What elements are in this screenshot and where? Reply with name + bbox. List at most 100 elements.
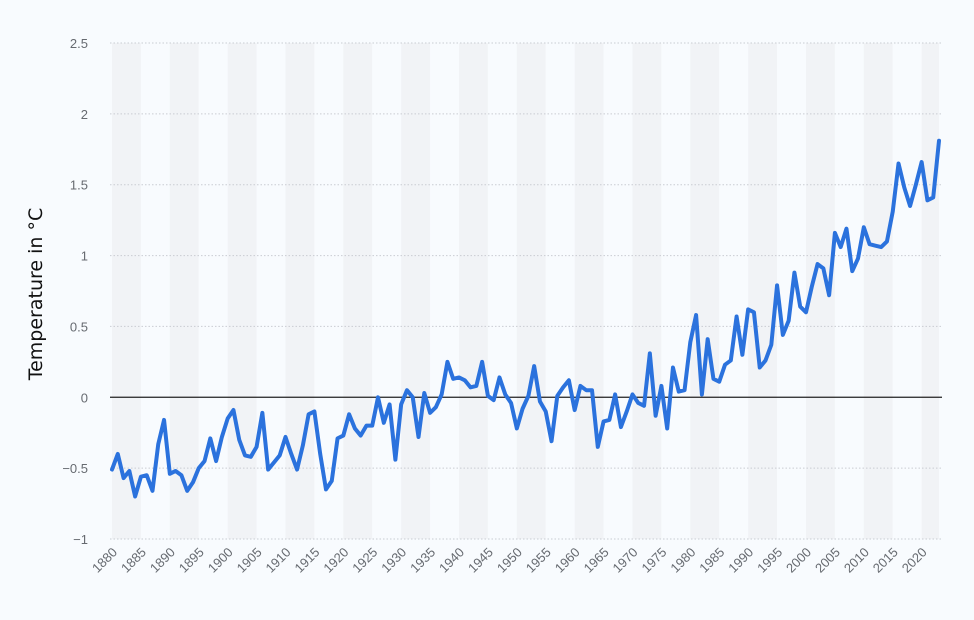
x-tick-label: 1920 — [320, 545, 351, 576]
y-axis-ticks: 2.5 2 1.5 1 0.5 0 −0.5 −1 — [62, 36, 88, 547]
data-point — [740, 353, 744, 357]
data-point — [844, 227, 848, 231]
background-band — [458, 43, 488, 539]
data-point — [474, 384, 478, 388]
background-band — [516, 43, 546, 539]
y-tick-label: 0 — [81, 390, 88, 405]
data-point — [359, 434, 363, 438]
data-point — [469, 385, 473, 389]
x-tick-label: 1925 — [349, 545, 380, 576]
data-point — [602, 419, 606, 423]
data-point — [561, 385, 565, 389]
x-tick-label: 2005 — [812, 545, 843, 576]
data-point — [694, 313, 698, 317]
x-tick-label: 2000 — [783, 545, 814, 576]
data-point — [665, 426, 669, 430]
data-point — [237, 438, 241, 442]
data-point — [509, 401, 513, 405]
data-point — [405, 388, 409, 392]
x-tick-label: 1940 — [436, 545, 467, 576]
data-point — [821, 266, 825, 270]
data-point — [156, 442, 160, 446]
data-point — [607, 418, 611, 422]
background-band — [892, 43, 922, 539]
background-band — [112, 43, 141, 539]
background-band — [748, 43, 778, 539]
data-point — [353, 426, 357, 430]
data-point — [781, 333, 785, 337]
data-point — [445, 360, 449, 364]
x-tick-label: 1910 — [263, 545, 294, 576]
data-point — [220, 435, 224, 439]
data-point — [486, 394, 490, 398]
data-point — [139, 475, 143, 479]
data-point — [382, 421, 386, 425]
background-band — [545, 43, 575, 539]
x-tick-label: 1930 — [378, 545, 409, 576]
background-band — [169, 43, 199, 539]
background-band — [921, 43, 939, 539]
data-point — [388, 402, 392, 406]
y-tick-label: −1 — [73, 532, 88, 547]
data-point — [636, 401, 640, 405]
data-point — [336, 436, 340, 440]
data-point — [567, 378, 571, 382]
data-point — [752, 310, 756, 314]
data-point — [671, 366, 675, 370]
background-band — [372, 43, 402, 539]
background-band — [227, 43, 257, 539]
y-tick-label: 0.5 — [70, 319, 88, 334]
data-point — [729, 358, 733, 362]
data-point — [208, 436, 212, 440]
data-point — [630, 392, 634, 396]
background-band — [603, 43, 633, 539]
data-point — [231, 408, 235, 412]
background-band — [487, 43, 517, 539]
data-point — [868, 242, 872, 246]
data-point — [902, 186, 906, 190]
data-point — [769, 343, 773, 347]
x-tick-label: 1900 — [205, 545, 236, 576]
data-point — [804, 310, 808, 314]
data-point — [873, 244, 877, 248]
background-band — [632, 43, 662, 539]
data-point — [255, 445, 259, 449]
data-point — [174, 469, 178, 473]
x-tick-label: 1935 — [407, 545, 438, 576]
background-band — [430, 43, 459, 539]
x-tick-label: 1985 — [696, 545, 727, 576]
data-point — [312, 409, 316, 413]
data-point — [116, 452, 120, 456]
data-point — [897, 161, 901, 165]
data-point — [642, 404, 646, 408]
data-point — [706, 337, 710, 341]
x-axis-ticks: 1880188518901895190019051910191519201925… — [89, 545, 930, 576]
x-tick-label: 1885 — [118, 545, 149, 576]
data-point — [260, 411, 264, 415]
data-point — [648, 351, 652, 355]
data-point — [746, 307, 750, 311]
data-point — [596, 445, 600, 449]
series-line-temperature — [110, 138, 941, 499]
x-tick-label: 1950 — [494, 545, 525, 576]
data-point — [364, 424, 368, 428]
data-point — [775, 283, 779, 287]
data-point — [816, 262, 820, 266]
data-point — [590, 388, 594, 392]
data-point — [330, 479, 334, 483]
y-tick-label: 1.5 — [70, 178, 88, 193]
x-tick-label: 1890 — [147, 545, 178, 576]
data-point — [856, 256, 860, 260]
y-tick-label: 1 — [81, 249, 88, 264]
data-point — [584, 388, 588, 392]
data-point — [931, 195, 935, 199]
data-point — [503, 392, 507, 396]
data-point — [723, 363, 727, 367]
data-point — [376, 395, 380, 399]
data-point — [110, 468, 114, 472]
x-tick-label: 1945 — [465, 545, 496, 576]
data-point — [850, 269, 854, 273]
data-point — [573, 408, 577, 412]
data-point — [908, 204, 912, 208]
